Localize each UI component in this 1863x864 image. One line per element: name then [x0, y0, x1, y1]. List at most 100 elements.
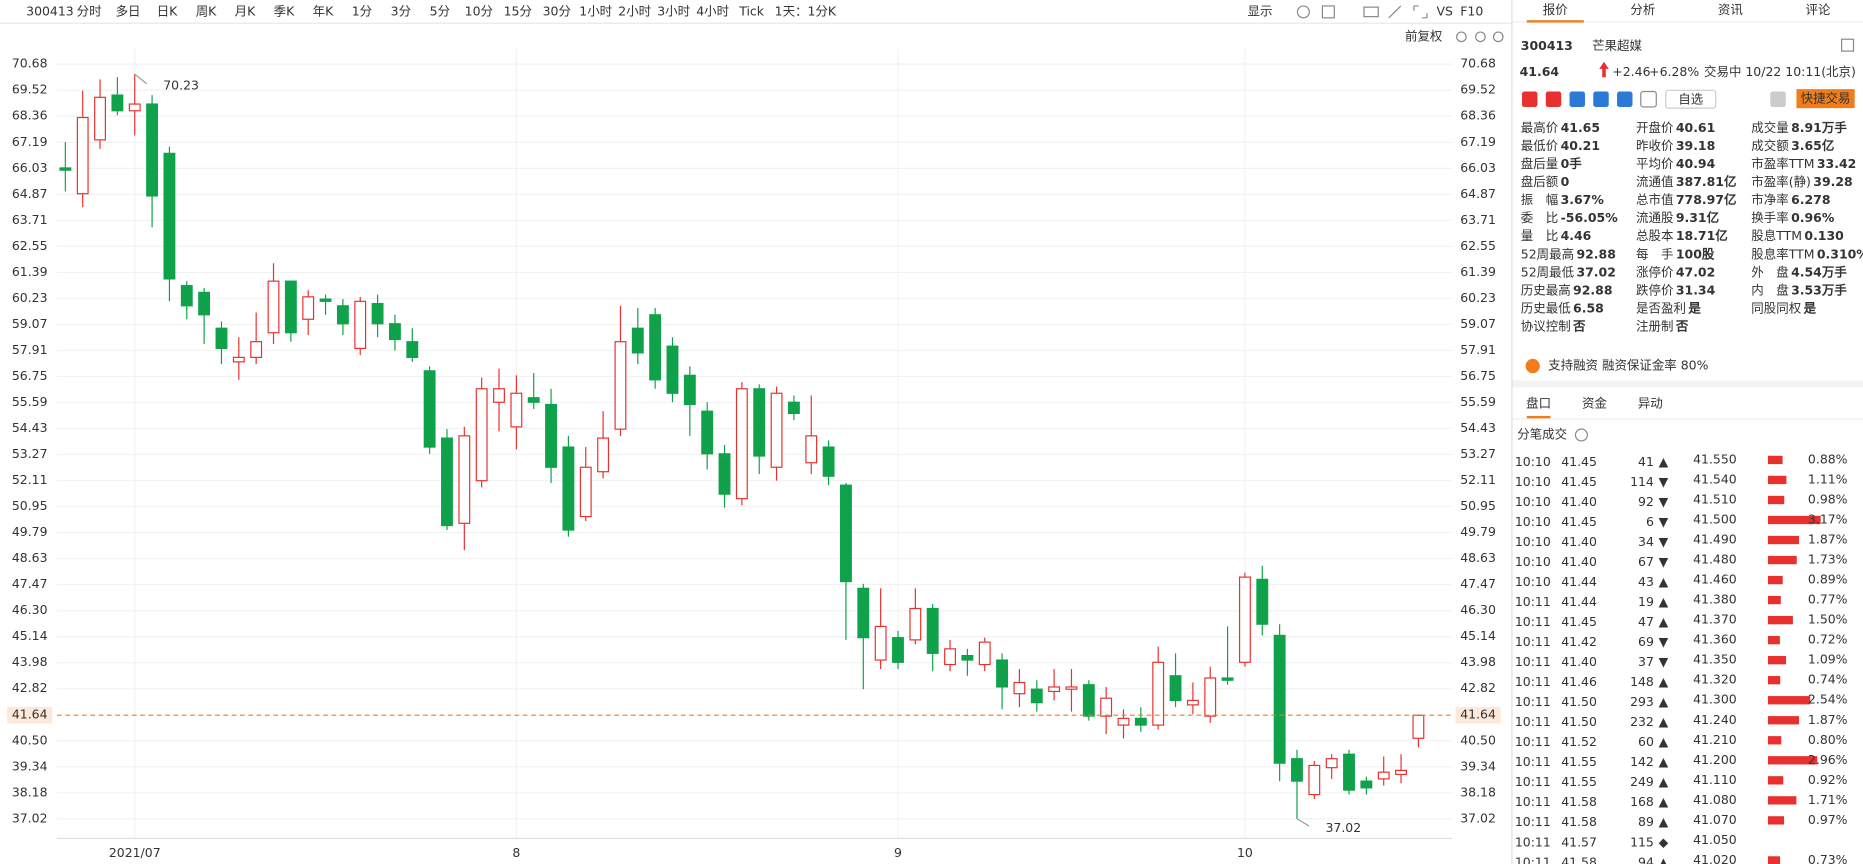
info-icon[interactable]	[1574, 428, 1588, 442]
y2-tick-label: 70.68	[1460, 56, 1496, 71]
period-tab[interactable]: 30分	[543, 3, 571, 18]
candle-body	[232, 356, 245, 363]
stat-label: 最高价	[1521, 120, 1559, 135]
trade-price: 41.58	[1561, 854, 1597, 864]
zoom-out-icon[interactable]	[1475, 31, 1486, 43]
panel-tab[interactable]: 资讯	[1718, 2, 1743, 17]
trade-time: 10:10	[1515, 534, 1551, 549]
period-tab[interactable]: 季K	[274, 3, 295, 18]
period-tab[interactable]: 3分	[391, 3, 411, 18]
trade-direction: ▼	[1659, 494, 1669, 509]
period-tab[interactable]: 月K	[235, 3, 256, 18]
period-tab[interactable]: 1小时	[579, 3, 612, 18]
stat-value: 31.34	[1676, 282, 1716, 297]
y2-tick-label: 47.47	[1460, 576, 1496, 591]
tag-icon[interactable]	[1545, 91, 1562, 107]
period-tab[interactable]: 10分	[465, 3, 493, 18]
trade-volume: 69	[1638, 634, 1654, 649]
panel-tab[interactable]: 评论	[1805, 2, 1830, 17]
bell-icon[interactable]	[1770, 91, 1786, 107]
watch-button-bg[interactable]	[1665, 89, 1717, 109]
panel-tab[interactable]: 报价	[1543, 2, 1568, 17]
dist-pct: 1.87%	[1808, 712, 1848, 727]
trade-time: 10:11	[1515, 714, 1551, 729]
draw-icon[interactable]	[1388, 5, 1402, 19]
dist-pct: 0.97%	[1808, 812, 1848, 827]
sub-tab[interactable]: 盘口	[1526, 396, 1551, 411]
tab-underline	[1526, 20, 1584, 23]
period-tab[interactable]: 15分	[504, 3, 532, 18]
y-tick-label: 67.19	[12, 134, 48, 149]
stat-label: 跌停价	[1636, 282, 1674, 297]
candle-body	[874, 625, 887, 661]
trade-price: 41.40	[1561, 534, 1597, 549]
dist-price: 41.050	[1693, 832, 1737, 847]
low-annotation: 37.02	[1325, 820, 1361, 835]
dist-price: 41.080	[1693, 792, 1737, 807]
sub-tab[interactable]: 异动	[1638, 396, 1663, 411]
tabs-border	[1512, 21, 1863, 23]
dollar-icon[interactable]	[1593, 91, 1609, 107]
period-tab[interactable]: 周K	[196, 3, 217, 18]
stat-value: 0手	[1561, 156, 1583, 171]
period-tab[interactable]: 1分	[352, 3, 372, 18]
low-marker	[1296, 818, 1310, 827]
connect-icon[interactable]	[1569, 91, 1585, 107]
stat-label: 成交额	[1751, 138, 1789, 153]
candle-body	[944, 648, 956, 666]
period-tab[interactable]: 分时	[77, 3, 102, 18]
trade-price: 41.50	[1561, 714, 1597, 729]
fullscreen-icon[interactable]	[1413, 5, 1428, 19]
trade-button[interactable]: 快捷交易	[1801, 91, 1851, 106]
display-menu[interactable]: 显示	[1248, 3, 1273, 18]
trade-volume: 60	[1638, 734, 1654, 749]
candle-body	[180, 285, 193, 307]
range-select[interactable]: 1天：1分K	[775, 3, 837, 18]
period-tab[interactable]: 日K	[157, 3, 178, 18]
stat-label: 每 手	[1636, 246, 1673, 261]
panel-tab[interactable]: 分析	[1630, 2, 1655, 17]
period-tab[interactable]: 4小时	[696, 3, 729, 18]
period-tab[interactable]: Tick	[738, 3, 765, 18]
settings-icon[interactable]	[1296, 5, 1310, 19]
trade-volume: 293	[1630, 694, 1654, 709]
undo-icon[interactable]	[1456, 31, 1467, 43]
stat-value: 9.31亿	[1676, 210, 1719, 225]
dist-bar	[1767, 696, 1811, 705]
link-icon[interactable]	[1617, 91, 1633, 107]
period-tab[interactable]: 多日	[116, 3, 141, 18]
period-tab[interactable]: 年K	[313, 3, 334, 18]
trade-time: 10:11	[1515, 654, 1551, 669]
y2-tick-label: 53.27	[1460, 446, 1496, 461]
period-tab[interactable]: 3小时	[657, 3, 690, 18]
candle-body	[822, 446, 835, 477]
y2-tick-label: 45.14	[1460, 628, 1496, 643]
trade-price: 41.40	[1561, 554, 1597, 569]
stock-code[interactable]: 300413	[26, 3, 74, 18]
trade-direction: ▲	[1659, 614, 1669, 629]
trade-volume: 37	[1638, 654, 1654, 669]
sub-tab[interactable]: 资金	[1582, 396, 1607, 411]
flag-icon[interactable]	[1522, 91, 1538, 107]
period-tab[interactable]: 2小时	[618, 3, 651, 18]
panel-icon[interactable]	[1841, 38, 1855, 52]
dist-price: 41.550	[1693, 451, 1737, 466]
vs-button[interactable]: VS	[1436, 3, 1453, 18]
f10-button[interactable]: F10	[1460, 3, 1483, 18]
trade-direction: ▲	[1659, 454, 1669, 469]
dist-price: 41.110	[1693, 772, 1737, 787]
camera-icon[interactable]	[1363, 6, 1379, 18]
doc-icon[interactable]	[1640, 90, 1657, 108]
y2-tick-label: 62.55	[1460, 238, 1496, 253]
adjust-button[interactable]: 前复权	[1405, 28, 1443, 43]
zoom-in-icon[interactable]	[1492, 31, 1504, 43]
compare-icon[interactable]	[1321, 5, 1335, 19]
stat-label: 市盈率TTM	[1751, 156, 1814, 171]
watch-button[interactable]: 自选	[1678, 91, 1703, 106]
dist-price: 41.320	[1693, 672, 1737, 687]
period-tab[interactable]: 5分	[430, 3, 450, 18]
stat-value: 4.46	[1561, 228, 1592, 243]
x-tick-label: 9	[894, 845, 902, 860]
trade-button-bg[interactable]	[1796, 89, 1855, 109]
y2-tick-label: 68.36	[1460, 108, 1496, 123]
